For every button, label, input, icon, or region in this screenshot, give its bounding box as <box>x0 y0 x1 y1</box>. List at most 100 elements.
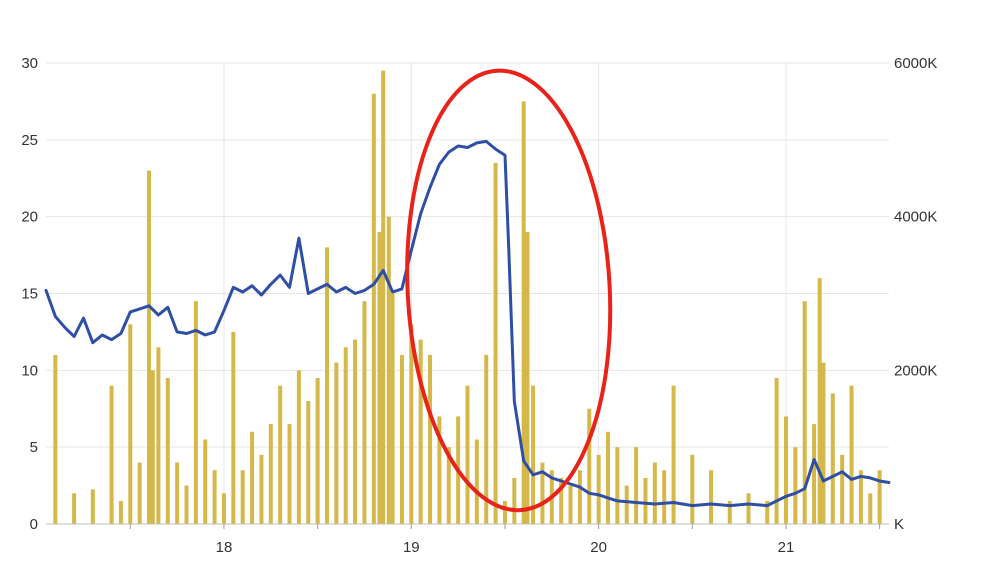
x-tick-label: 20 <box>590 539 607 556</box>
axes: 18 19 20 21 0 5 10 15 20 25 30 K 2000K 4000K 6000K <box>21 55 937 556</box>
volume-bar <box>746 493 751 524</box>
volume-bar <box>109 385 114 524</box>
y-right-tick-label: 2000K <box>894 362 937 379</box>
volume-bar <box>577 470 582 524</box>
volume-bar <box>465 385 470 524</box>
x-tick-label: 21 <box>778 539 795 556</box>
volume-bar <box>137 462 142 524</box>
volume-bar <box>268 424 273 524</box>
y-right-tick-label: 6000K <box>894 55 937 72</box>
y-left-tick-label: 0 <box>30 516 38 533</box>
volume-bar <box>325 247 329 524</box>
volume-bar <box>709 470 714 524</box>
volume-bar <box>727 500 732 524</box>
volume-bar <box>606 431 610 524</box>
volume-bar <box>812 424 817 524</box>
volume-bar <box>765 500 770 524</box>
volume-bar <box>849 385 854 524</box>
volume-bar <box>484 354 489 524</box>
volume-bar <box>390 293 395 524</box>
volume-bar <box>371 93 376 524</box>
volume-bar <box>877 470 882 524</box>
y-left-tick-label: 30 <box>21 55 38 72</box>
volume-bar <box>830 393 835 524</box>
volume-bar <box>615 447 620 524</box>
volume-bar <box>259 454 264 524</box>
volume-bar <box>386 216 391 524</box>
volume-bar <box>72 493 77 524</box>
price-line <box>44 139 891 508</box>
volume-bar <box>474 439 479 524</box>
volume-bar <box>156 347 161 524</box>
volume-bar <box>568 485 573 524</box>
volume-bar <box>353 339 358 524</box>
volume-bar <box>634 447 639 524</box>
volume-bar <box>428 354 433 524</box>
volume-bar <box>525 232 530 525</box>
volume-bars <box>53 70 882 525</box>
volume-bar <box>596 454 601 524</box>
annotation-layer <box>405 68 613 513</box>
volume-bar <box>90 489 95 524</box>
volume-bar <box>334 362 339 524</box>
volume-bar <box>821 362 826 524</box>
x-tick-label: 19 <box>403 539 420 556</box>
volume-bar <box>377 232 382 525</box>
volume-bar <box>193 301 198 524</box>
volume-bar <box>150 370 155 524</box>
volume-bar <box>381 70 386 524</box>
y-left-tick-label: 5 <box>30 439 38 456</box>
volume-bar <box>690 454 695 524</box>
volume-bar <box>868 493 873 524</box>
volume-bar <box>118 500 123 524</box>
volume-bar <box>802 301 807 524</box>
volume-bar <box>521 101 526 525</box>
y-left-tick-label: 15 <box>21 286 38 303</box>
volume-bar <box>817 278 822 524</box>
volume-bar <box>231 331 236 524</box>
volume-bar <box>446 447 451 524</box>
volume-bar <box>774 378 779 524</box>
volume-bar <box>399 354 404 524</box>
volume-bar <box>306 401 311 524</box>
volume-bar <box>652 462 657 524</box>
volume-bar <box>296 370 301 524</box>
volume-bar <box>175 462 180 524</box>
volume-bar <box>540 462 545 524</box>
volume-bar <box>128 324 133 524</box>
x-tick-label: 18 <box>216 539 233 556</box>
volume-bar <box>559 477 564 524</box>
volume-bar <box>437 416 442 524</box>
volume-bar <box>493 162 498 524</box>
volume-bar <box>502 500 507 524</box>
volume-bar <box>278 385 283 524</box>
volume-bar <box>587 408 592 524</box>
volume-bar <box>624 485 629 524</box>
volume-bar <box>212 470 217 524</box>
volume-bar <box>643 477 648 524</box>
volume-bar <box>409 324 414 524</box>
volume-bar <box>165 378 170 524</box>
y-right-tick-label: K <box>894 516 904 533</box>
volume-bar <box>858 470 863 524</box>
volume-bar <box>240 470 245 524</box>
volume-bar <box>343 347 348 524</box>
highlight-ellipse <box>405 68 613 513</box>
volume-bar <box>531 385 536 524</box>
volume-bar <box>362 301 367 524</box>
volume-bar <box>671 385 676 524</box>
volume-bar <box>203 439 208 524</box>
volume-bar <box>418 339 423 524</box>
y-right-tick-label: 4000K <box>894 209 937 226</box>
y-left-tick-label: 10 <box>21 362 38 379</box>
volume-bar <box>147 170 152 525</box>
volume-bar <box>221 493 226 524</box>
volume-bar <box>184 485 189 524</box>
volume-bar <box>783 416 788 524</box>
volume-bar <box>840 454 845 524</box>
volume-bar <box>512 477 517 524</box>
price-line-layer <box>44 139 891 508</box>
volume-bar <box>53 354 58 524</box>
